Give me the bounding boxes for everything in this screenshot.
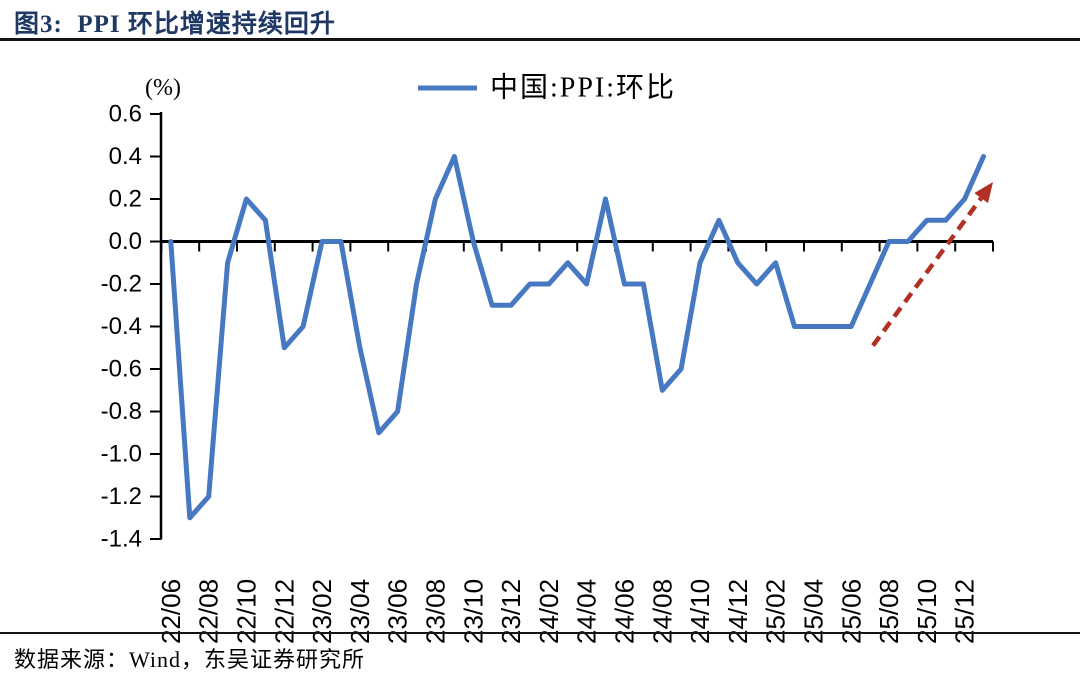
y-tick-label: 0.0: [109, 228, 142, 255]
x-tick-label: 25/02: [761, 579, 791, 644]
legend-label: 中国:PPI:环比: [490, 72, 676, 104]
y-tick-label: 0.2: [109, 186, 142, 213]
y-tick-label: 0.6: [109, 101, 142, 128]
x-tick-label: 23/04: [345, 579, 375, 644]
x-tick-label: 25/12: [950, 579, 980, 644]
y-tick-label: -0.4: [101, 313, 142, 340]
x-tick-label: 22/12: [269, 579, 299, 644]
x-tick-label: 22/10: [231, 579, 261, 644]
x-tick-label: 24/10: [685, 579, 715, 644]
y-unit-label: (%): [145, 75, 181, 101]
x-tick-label: 23/06: [383, 579, 413, 644]
x-tick-label: 25/08: [874, 579, 904, 644]
x-tick-label: 23/08: [420, 579, 450, 644]
trend-arrow-shaft: [871, 196, 983, 347]
y-tick-label: -1.0: [101, 441, 142, 468]
x-tick-label: 23/12: [496, 579, 526, 644]
ppi-series-line: [168, 154, 986, 521]
x-tick-label: 22/08: [194, 579, 224, 644]
y-tick-label: 0.4: [109, 143, 142, 170]
y-tick-label: -0.6: [101, 356, 142, 383]
x-tick-label: 23/10: [458, 579, 488, 644]
x-tick-label: 24/08: [647, 579, 677, 644]
figure-title: 图3: PPI 环比增速持续回升: [14, 11, 336, 38]
y-tick-label: -0.8: [101, 398, 142, 425]
title-divider: [0, 38, 1080, 41]
y-tick-label: -0.2: [101, 271, 142, 298]
x-tick-label: 24/04: [572, 579, 602, 644]
data-source: 数据来源：Wind，东吴证券研究所: [14, 647, 365, 672]
x-tick-label: 23/02: [307, 579, 337, 644]
y-tick-label: -1.4: [101, 526, 142, 553]
x-tick-label: 25/06: [836, 579, 866, 644]
x-tick-label: 25/04: [798, 579, 828, 644]
x-tick-label: 24/06: [609, 579, 639, 644]
x-tick-label: 25/10: [912, 579, 942, 644]
y-tick-label: -1.2: [101, 483, 142, 510]
x-tick-label: 22/06: [156, 579, 186, 644]
x-tick-label: 24/02: [534, 579, 564, 644]
trend-arrow-head: [974, 182, 993, 204]
footer-divider: [0, 632, 1080, 634]
x-tick-label: 24/12: [723, 579, 753, 644]
